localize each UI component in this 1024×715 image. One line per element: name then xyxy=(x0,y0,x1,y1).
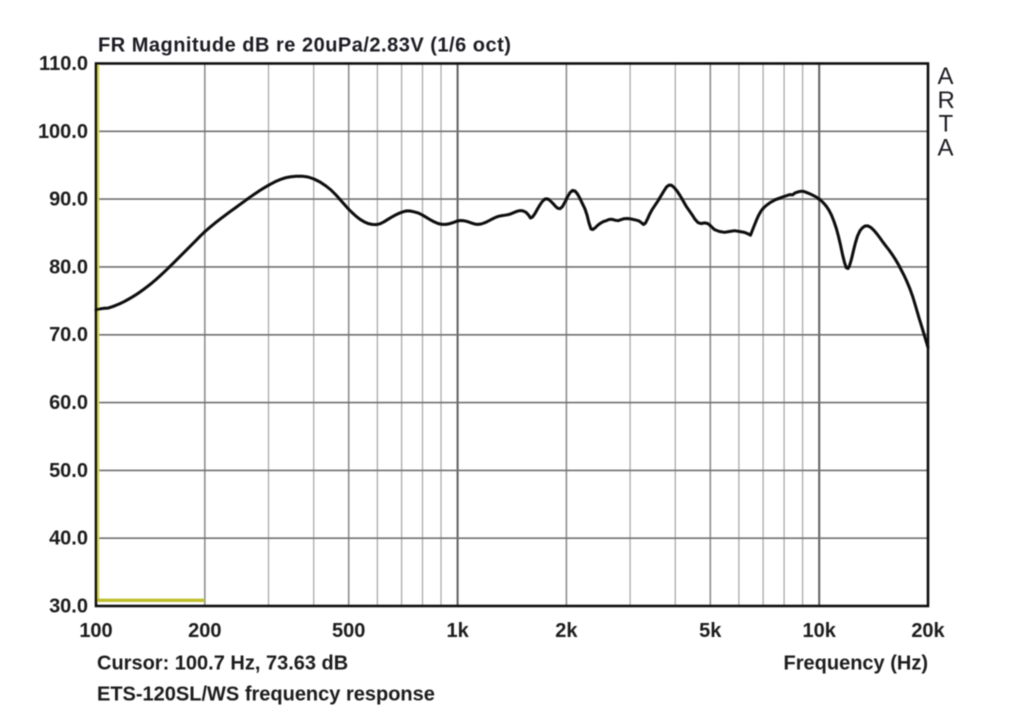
svg-text:A: A xyxy=(938,134,954,161)
svg-text:40.0: 40.0 xyxy=(49,528,88,550)
svg-text:30.0: 30.0 xyxy=(49,596,88,618)
svg-text:80.0: 80.0 xyxy=(49,256,88,278)
svg-text:200: 200 xyxy=(188,620,221,642)
svg-text:60.0: 60.0 xyxy=(49,392,88,414)
svg-text:FR Magnitude dB re 20uPa/2.83V: FR Magnitude dB re 20uPa/2.83V (1/6 oct) xyxy=(98,35,511,57)
svg-text:110.0: 110.0 xyxy=(39,53,88,75)
svg-text:500: 500 xyxy=(332,620,365,642)
svg-text:90.0: 90.0 xyxy=(49,189,88,211)
svg-text:5k: 5k xyxy=(699,620,722,642)
svg-text:100: 100 xyxy=(79,620,112,642)
svg-text:10k: 10k xyxy=(803,620,837,642)
svg-text:ETS-120SL/WS frequency respons: ETS-120SL/WS frequency response xyxy=(97,684,435,706)
svg-text:2k: 2k xyxy=(555,620,578,642)
svg-text:100.0: 100.0 xyxy=(38,121,88,143)
svg-text:Frequency (Hz): Frequency (Hz) xyxy=(784,653,928,675)
svg-text:T: T xyxy=(939,111,954,138)
svg-text:A: A xyxy=(938,63,954,90)
svg-text:1k: 1k xyxy=(446,620,469,642)
svg-text:70.0: 70.0 xyxy=(49,324,88,346)
svg-text:20k: 20k xyxy=(911,620,945,642)
svg-text:50.0: 50.0 xyxy=(49,460,88,482)
svg-text:Cursor: 100.7 Hz, 73.63 dB: Cursor: 100.7 Hz, 73.63 dB xyxy=(97,653,348,675)
svg-text:R: R xyxy=(938,87,955,114)
